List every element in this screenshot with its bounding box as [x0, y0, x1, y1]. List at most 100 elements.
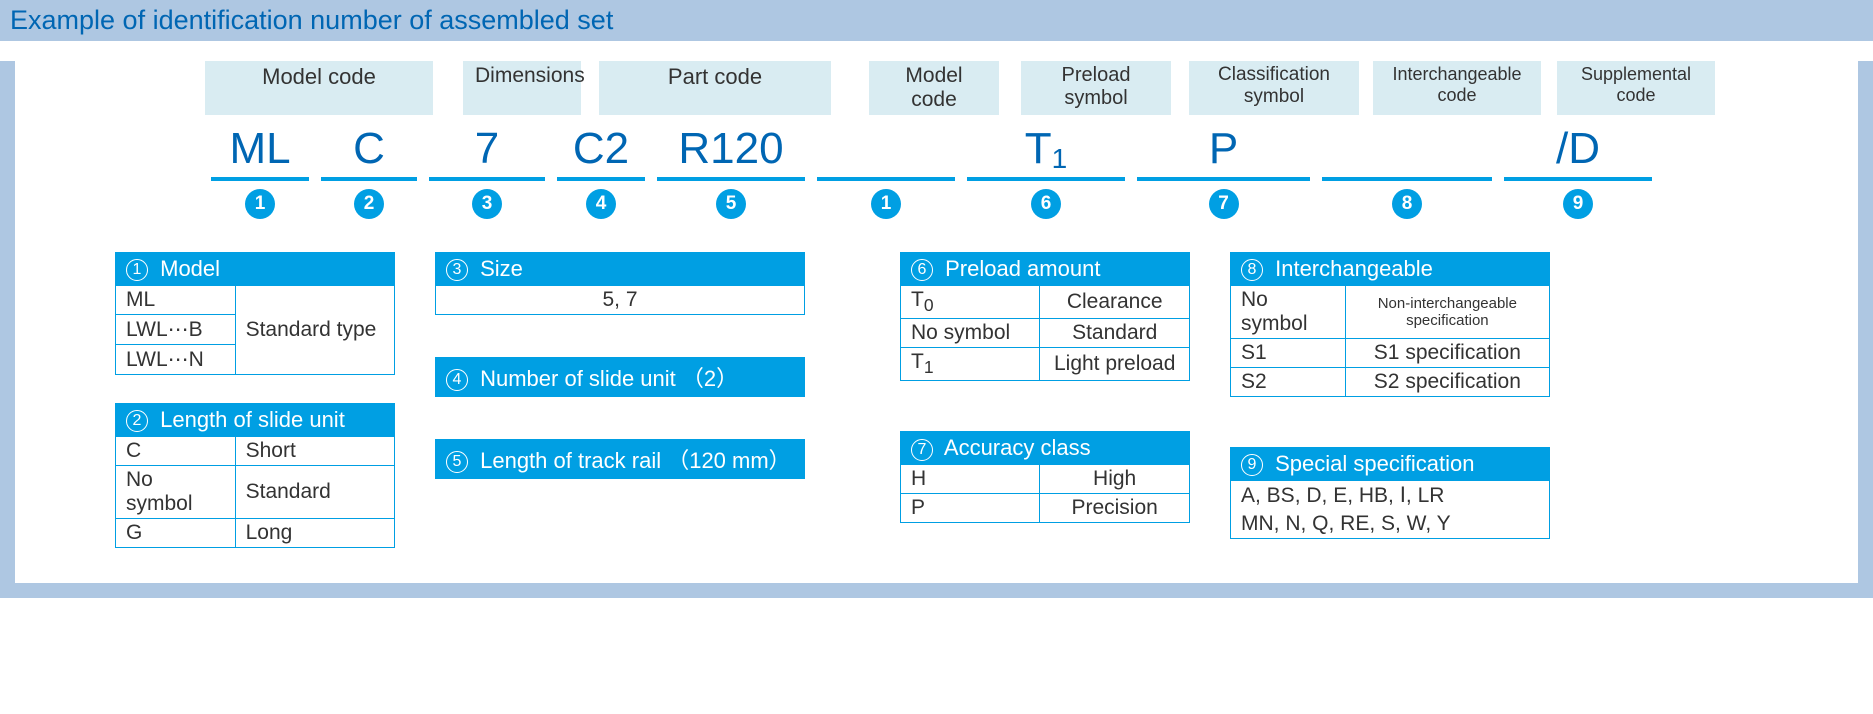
table-header: 1 Model: [116, 253, 395, 286]
table-cell: P: [901, 494, 1040, 523]
table-cell: Standard: [235, 466, 394, 519]
info-table: 8 InterchangeableNo symbolNon-interchang…: [1230, 252, 1550, 397]
code-underline: [211, 177, 309, 181]
table-cell: Precision: [1040, 494, 1190, 523]
table-cell: No symbol: [901, 319, 1040, 348]
code-slot: R120 5: [651, 123, 811, 219]
code-badge: 8: [1392, 189, 1422, 219]
code-slot: T16: [961, 123, 1131, 219]
table-cell: No symbol: [116, 466, 236, 519]
title-bar: Example of identification number of asse…: [0, 0, 1873, 41]
category-label: Part code: [599, 61, 831, 115]
code-underline: [1322, 177, 1492, 181]
table-cell: Short: [235, 437, 394, 466]
table-header: 4 Number of slide unit （2）: [436, 358, 805, 397]
code-underline: [817, 177, 955, 181]
table-cell: High: [1040, 465, 1190, 494]
category-label: Preload symbol: [1021, 61, 1171, 115]
code-value: C: [315, 123, 423, 175]
code-badge: 3: [472, 189, 502, 219]
diagram-wrap: Model code Dimensions Part code Model code P…: [0, 61, 1873, 598]
code-value: /D: [1498, 123, 1658, 175]
code-badge: 1: [245, 189, 275, 219]
table-cell: No symbol: [1231, 286, 1346, 339]
code-badge: 4: [586, 189, 616, 219]
code-badge: 2: [354, 189, 384, 219]
code-value: [811, 123, 961, 175]
code-underline: [1137, 177, 1310, 181]
code-value: ML: [205, 123, 315, 175]
info-table: 9 Special specificationA, BS, D, E, HB, …: [1230, 447, 1550, 539]
code-value: R120: [651, 123, 811, 175]
code-value: 7: [423, 123, 551, 175]
code-slot: ML 1: [205, 123, 315, 219]
code-slot: 73: [423, 123, 551, 219]
table-cell: S2: [1231, 368, 1346, 397]
table-header: 3 Size: [436, 253, 805, 286]
info-table: 7 Accuracy classHHighPPrecision: [900, 431, 1190, 523]
table-cell: 5, 7: [436, 286, 805, 315]
code-row: ML1C273C24R12051T16P78/D9: [35, 123, 1838, 219]
code-badge: 9: [1563, 189, 1593, 219]
table-cell: ML: [116, 286, 236, 315]
code-value: C2: [551, 123, 651, 175]
table-header: 9 Special specification: [1231, 448, 1550, 481]
code-slot: 8: [1316, 123, 1498, 219]
table-cell: MN, N, Q, RE, S, W, Y: [1231, 510, 1550, 539]
code-underline: [1504, 177, 1652, 181]
category-label: Supplemental code: [1557, 61, 1715, 115]
table-header: 5 Length of track rail （120 mm）: [436, 440, 805, 479]
table-header: 8 Interchangeable: [1231, 253, 1550, 286]
table-header: 7 Accuracy class: [901, 432, 1190, 465]
info-table: 1 ModelMLStandard typeLWL⋯BLWL⋯N: [115, 252, 395, 375]
table-cell: Long: [235, 519, 394, 548]
code-underline: [429, 177, 545, 181]
tables-area: 1 ModelMLStandard typeLWL⋯BLWL⋯N 2 Length…: [35, 227, 1838, 558]
title-text: Example of identification number of asse…: [10, 5, 613, 35]
table-cell: A, BS, D, E, HB, Ⅰ, LR: [1231, 481, 1550, 511]
code-badge: 6: [1031, 189, 1061, 219]
category-label: Model code: [205, 61, 433, 115]
table-cell: G: [116, 519, 236, 548]
table-cell: LWL⋯B: [116, 315, 236, 345]
info-table: 4 Number of slide unit （2）: [435, 357, 805, 397]
table-cell: Non-interchangeable specification: [1345, 286, 1549, 339]
table-cell: T1: [901, 348, 1040, 381]
code-value: [1316, 123, 1498, 175]
table-cell: S2 specification: [1345, 368, 1549, 397]
table-header: 6 Preload amount: [901, 253, 1190, 286]
code-underline: [557, 177, 645, 181]
code-underline: [321, 177, 417, 181]
table-cell: LWL⋯N: [116, 345, 236, 375]
table-cell: T0: [901, 286, 1040, 319]
info-table: 2 Length of slide unitCShortNo symbolSta…: [115, 403, 395, 548]
code-badge: 5: [716, 189, 746, 219]
category-label: Interchangeable code: [1373, 61, 1541, 115]
code-value: P: [1131, 123, 1316, 175]
code-slot: 1: [811, 123, 961, 219]
code-underline: [967, 177, 1125, 181]
code-slot: /D 9: [1498, 123, 1658, 219]
code-value: T1: [961, 123, 1131, 175]
code-badge: 1: [871, 189, 901, 219]
info-table: 3 Size5, 7: [435, 252, 805, 315]
code-slot: C24: [551, 123, 651, 219]
tables-col-1: 1 ModelMLStandard typeLWL⋯BLWL⋯N 2 Length…: [115, 252, 395, 548]
category-label: Model code: [869, 61, 999, 115]
table-cell: Light preload: [1040, 348, 1190, 381]
table-cell: Standard type: [235, 286, 394, 375]
table-cell: C: [116, 437, 236, 466]
table-header: 2 Length of slide unit: [116, 404, 395, 437]
category-row: Model code Dimensions Part code Model code P…: [35, 61, 1838, 115]
table-cell: S1 specification: [1345, 339, 1549, 368]
info-table: 5 Length of track rail （120 mm）: [435, 439, 805, 479]
table-cell: H: [901, 465, 1040, 494]
code-badge: 7: [1209, 189, 1239, 219]
table-cell: Clearance: [1040, 286, 1190, 319]
tables-col-4: 8 InterchangeableNo symbolNon-interchang…: [1230, 252, 1550, 539]
tables-col-2: 3 Size5, 7 4 Number of slide unit （2） 5 Le…: [435, 252, 805, 479]
table-cell: S1: [1231, 339, 1346, 368]
category-label: Classification symbol: [1189, 61, 1359, 115]
category-label: Dimensions: [463, 61, 581, 115]
tables-col-3: 6 Preload amountT0ClearanceNo symbolStan…: [900, 252, 1190, 523]
